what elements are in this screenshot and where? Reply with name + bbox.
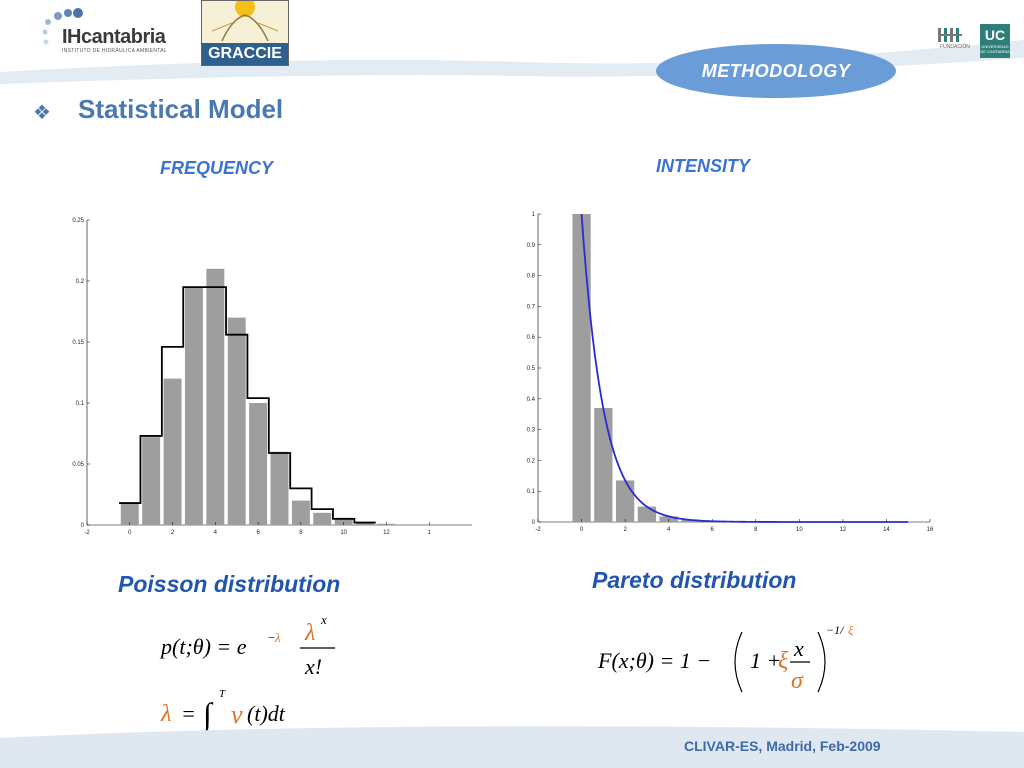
y-tick-label: 0.2	[527, 458, 536, 464]
uc-logo: UC	[980, 24, 1010, 58]
y-tick-label: 0.25	[72, 218, 84, 224]
x-tick-label: 10	[796, 527, 803, 533]
x-tick-label: -2	[535, 527, 541, 533]
slide-title: Statistical Model	[78, 94, 284, 124]
y-tick-label: 0	[81, 523, 85, 529]
y-tick-label: 0.4	[527, 397, 536, 403]
y-tick-label: 0.7	[527, 304, 536, 310]
x-tick-label: 0	[580, 527, 584, 533]
x-tick-label: 10	[340, 530, 347, 536]
svg-text:λ: λ	[274, 630, 281, 645]
pareto-formula: F(x;θ) = 1 − 1 + ξ x σ −1/ ξ	[597, 623, 854, 694]
svg-text:σ: σ	[791, 668, 804, 694]
svg-text:1 +: 1 +	[750, 648, 781, 673]
svg-text:x: x	[320, 612, 327, 627]
svg-text:(t)dt: (t)dt	[247, 701, 286, 726]
intensity-heading: INTENSITY	[656, 156, 751, 176]
y-tick-label: 0.9	[527, 243, 536, 249]
footer-band	[0, 726, 1024, 768]
methodology-badge: METHODOLOGY	[656, 44, 896, 98]
poisson-step-line	[119, 286, 376, 524]
svg-text:−: −	[267, 630, 276, 645]
y-tick-label: 0.2	[76, 279, 85, 285]
histogram-bar	[142, 437, 161, 525]
poisson-formula: p(t;θ) = e − λ λ x x!	[159, 612, 335, 679]
y-tick-label: 0.1	[76, 401, 85, 407]
x-tick-label: 14	[883, 527, 890, 533]
fih-logo-icon	[938, 28, 962, 42]
y-tick-label: 0.6	[527, 335, 536, 341]
ihcantabria-logo-subtitle: INSTITUTO DE HIDRÁULICA AMBIENTAL	[62, 48, 168, 54]
y-tick-label: 0.05	[72, 462, 84, 468]
histogram-bar	[270, 451, 289, 525]
graccie-logo-text: GRACCIE	[202, 43, 288, 65]
svg-text:λ: λ	[304, 620, 315, 646]
y-tick-label: 0.1	[527, 489, 536, 495]
sun-icon	[211, 1, 279, 42]
y-tick-label: 0.15	[72, 340, 84, 346]
pareto-label: Pareto distribution	[592, 567, 797, 593]
y-tick-label: 0.3	[527, 428, 536, 434]
y-tick-label: 0	[532, 520, 536, 526]
header-swoosh	[0, 40, 1024, 84]
intensity-histogram-chart: -2 0 2 4 6 8 10 12 14 1600.10.20.30.40.50.60.70.8…	[527, 212, 934, 533]
svg-text:T: T	[219, 688, 226, 700]
ihcantabria-logo-text: IHcantabria	[62, 26, 166, 48]
histogram-bar	[594, 408, 613, 522]
x-tick-label: 6	[711, 527, 715, 533]
svg-text:−1/: −1/	[826, 623, 845, 637]
svg-text:ξ: ξ	[848, 623, 854, 637]
fih-logo-text: FUNDACIÓN	[940, 44, 970, 50]
x-tick-label: 12	[383, 530, 390, 536]
frequency-heading: FREQUENCY	[160, 158, 274, 178]
histogram-bar	[572, 214, 591, 522]
x-tick-label: 0	[128, 530, 132, 536]
histogram-bar	[291, 500, 310, 525]
x-tick-label: 6	[256, 530, 260, 536]
lambda-integral-formula: λ = ∫ T 0 ν (t)dt	[160, 688, 286, 740]
frequency-histogram-chart: -2 0 2 4 6 8 10 12 100.050.10.150.20.25	[72, 218, 472, 536]
histogram-bar	[313, 512, 332, 525]
svg-text:ξ: ξ	[778, 648, 789, 674]
histogram-bar	[120, 503, 139, 525]
x-tick-label: 2	[171, 530, 175, 536]
svg-text:p(t;θ) = e: p(t;θ) = e	[159, 634, 247, 659]
footer-text: CLIVAR-ES, Madrid, Feb-2009	[684, 738, 881, 754]
ihcantabria-dots-icon	[42, 8, 83, 45]
histogram-bar	[163, 378, 182, 525]
histogram-bar	[184, 287, 203, 525]
y-tick-label: 1	[532, 212, 536, 218]
histogram-bar	[637, 506, 657, 522]
x-tick-label: -2	[84, 530, 90, 536]
histogram-bar	[356, 522, 375, 525]
svg-text:x: x	[793, 636, 804, 661]
y-tick-label: 0.8	[527, 274, 536, 280]
histogram-bar	[334, 517, 353, 525]
svg-text:∫: ∫	[201, 696, 214, 734]
svg-text:=: =	[181, 701, 196, 726]
histogram-bar	[206, 268, 225, 525]
x-tick-label: 16	[927, 527, 934, 533]
x-tick-label: 8	[299, 530, 303, 536]
histogram-bar	[249, 403, 268, 525]
x-tick-label: 12	[840, 527, 847, 533]
histogram-bar	[615, 480, 635, 522]
x-tick-label: 2	[623, 527, 627, 533]
pareto-fit-curve	[580, 213, 909, 523]
histogram-bar	[227, 317, 246, 525]
svg-text:F(x;θ) = 1 −: F(x;θ) = 1 −	[597, 648, 711, 673]
graccie-logo: GRACCIE	[201, 0, 289, 66]
x-tick-label: 4	[214, 530, 218, 536]
ihcantabria-logo	[40, 8, 180, 58]
x-tick-label: 1	[428, 530, 432, 536]
x-tick-label: 8	[754, 527, 758, 533]
svg-text:ν: ν	[231, 700, 243, 729]
poisson-label: Poisson distribution	[118, 571, 341, 597]
uc-logo-subtitle: UNIVERSIDAD DE CANTABRIA	[980, 44, 1010, 54]
x-tick-label: 4	[667, 527, 671, 533]
svg-text:λ: λ	[160, 701, 171, 727]
y-tick-label: 0.5	[527, 366, 536, 372]
bullet-icon: ❖	[33, 102, 51, 124]
svg-text:x!: x!	[304, 654, 322, 679]
